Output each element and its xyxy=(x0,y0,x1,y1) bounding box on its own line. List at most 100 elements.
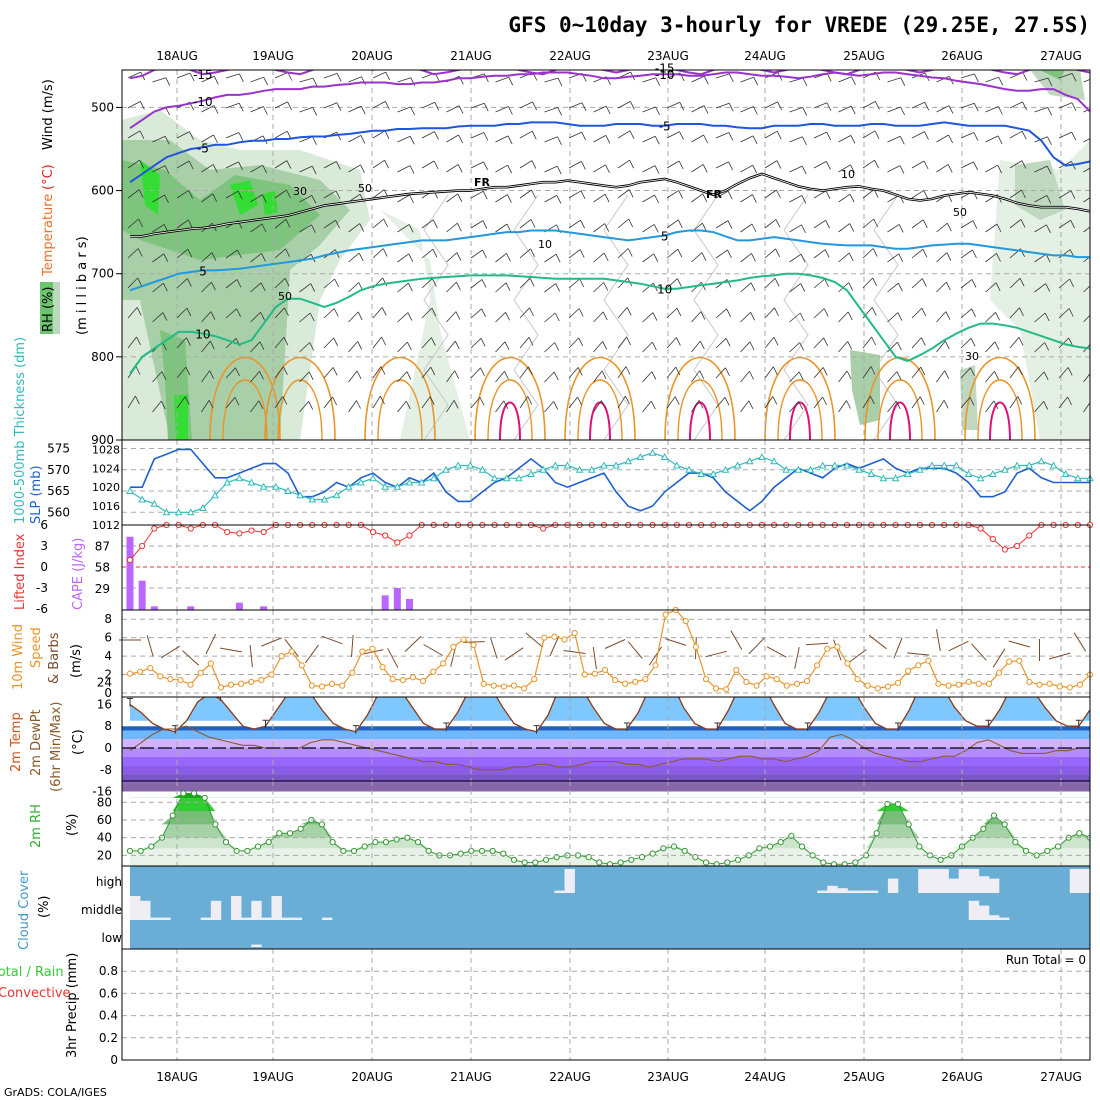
wind-barb xyxy=(642,371,653,383)
temp-dewpt-panel: -16 -8 0 8 16 24 2m Temp 2m DewPt (6hr Min/Ma… xyxy=(9,676,1091,799)
wind10m-line xyxy=(129,609,1091,690)
wind10m-line-marker xyxy=(935,680,942,687)
wind-barb xyxy=(481,279,487,288)
wind-barb xyxy=(348,311,359,323)
wind-barb xyxy=(1019,278,1025,287)
wind10m-line-marker xyxy=(541,634,548,641)
wind-barb xyxy=(728,103,734,112)
wind-barb xyxy=(519,337,530,349)
rh-line-marker xyxy=(937,856,944,863)
date-label-bottom: 18AUG xyxy=(156,1070,198,1084)
rh-line-marker xyxy=(126,847,134,855)
rh-line-marker xyxy=(734,856,742,863)
wind-barb xyxy=(801,195,807,204)
rh-line-marker xyxy=(990,812,998,819)
wind-barb xyxy=(323,219,336,229)
wind-barb xyxy=(1083,226,1090,233)
wind-barb xyxy=(642,282,654,293)
minmax-mark xyxy=(895,722,901,731)
wind-barb xyxy=(250,253,262,263)
cloud-bar-middle xyxy=(281,917,292,920)
temp-color-band xyxy=(122,782,1090,792)
wind-barb xyxy=(152,165,166,173)
wind-barb xyxy=(259,371,264,380)
wind-barb xyxy=(250,282,262,293)
wind-barb xyxy=(136,307,142,316)
wind10m-barb xyxy=(423,644,443,656)
wind-barb xyxy=(801,165,807,175)
wind-barb xyxy=(897,341,902,351)
wind-barb xyxy=(715,397,726,409)
credit-label: GrADS: COLA/IGES xyxy=(4,1086,107,1099)
wind-barb xyxy=(776,131,782,140)
wind-barb xyxy=(802,77,808,87)
wind10m-barb xyxy=(730,630,743,650)
wind-barb xyxy=(189,72,195,82)
wind-barb xyxy=(446,252,458,263)
rh-line-marker xyxy=(340,847,347,855)
wind-barb xyxy=(137,277,143,287)
wind-barb xyxy=(654,136,660,145)
thickness-line-marker xyxy=(223,478,232,486)
wind-barb xyxy=(284,307,289,316)
wind10m-barb xyxy=(525,632,543,648)
wind-barb xyxy=(678,190,684,199)
wind-barb xyxy=(799,342,805,351)
wind10m-barb xyxy=(321,635,343,645)
thickness-line-marker xyxy=(818,461,827,469)
wind-barb xyxy=(862,159,875,169)
cloud-bar-middle xyxy=(988,915,1000,920)
wind-barb xyxy=(960,397,971,409)
wind-barb xyxy=(384,160,389,169)
wind-barb xyxy=(372,248,384,259)
wind-barb xyxy=(380,395,385,405)
wind-barb xyxy=(409,165,415,174)
wind-barb xyxy=(287,101,292,111)
wind-barb xyxy=(1034,283,1046,293)
wind-barb xyxy=(887,371,898,383)
wind10m-barb xyxy=(806,642,829,646)
thickness-line-marker xyxy=(320,495,329,503)
wind-barb xyxy=(740,135,754,143)
wind-barb xyxy=(911,307,923,319)
wind-barb xyxy=(481,308,486,317)
wind-barb xyxy=(642,400,652,413)
warm-isotherm xyxy=(677,379,723,440)
wind-barb xyxy=(703,105,709,114)
wind-barb xyxy=(752,165,758,174)
wind-barb xyxy=(504,371,509,380)
wind-barb xyxy=(519,160,533,169)
minmax-mark xyxy=(352,725,359,734)
wind-barb xyxy=(201,370,211,383)
wind-barb xyxy=(238,132,244,141)
wind-barb xyxy=(397,194,410,203)
wind-barb xyxy=(201,311,212,323)
thickness-line-marker xyxy=(393,482,402,490)
wind-barb xyxy=(1043,401,1049,410)
wind-barb xyxy=(887,312,899,323)
wind-barb xyxy=(826,131,832,141)
wind-barb xyxy=(568,308,580,319)
rh-line-marker xyxy=(713,861,720,866)
date-label-top: 20AUG xyxy=(351,49,393,63)
date-label-bottom: 19AUG xyxy=(252,1070,294,1084)
wind-barb xyxy=(495,253,507,263)
wind-barb xyxy=(508,77,514,86)
wind-barb xyxy=(847,311,853,321)
wind-barb xyxy=(626,336,631,346)
wind-barb xyxy=(225,190,239,199)
wind-barb xyxy=(176,307,188,319)
wind-barb xyxy=(838,341,849,353)
wind-barb xyxy=(911,396,921,409)
wind-barb xyxy=(237,249,242,259)
wind-barb xyxy=(519,248,531,259)
wind-barb xyxy=(911,366,922,379)
rh-line-marker xyxy=(532,859,539,866)
minmax-mark xyxy=(533,725,540,734)
cloud-level-label: middle xyxy=(81,903,122,917)
wind-barb xyxy=(211,252,217,261)
cape-bar xyxy=(381,595,389,610)
wind10m-line-marker xyxy=(329,680,336,687)
wind-barb xyxy=(348,400,357,413)
